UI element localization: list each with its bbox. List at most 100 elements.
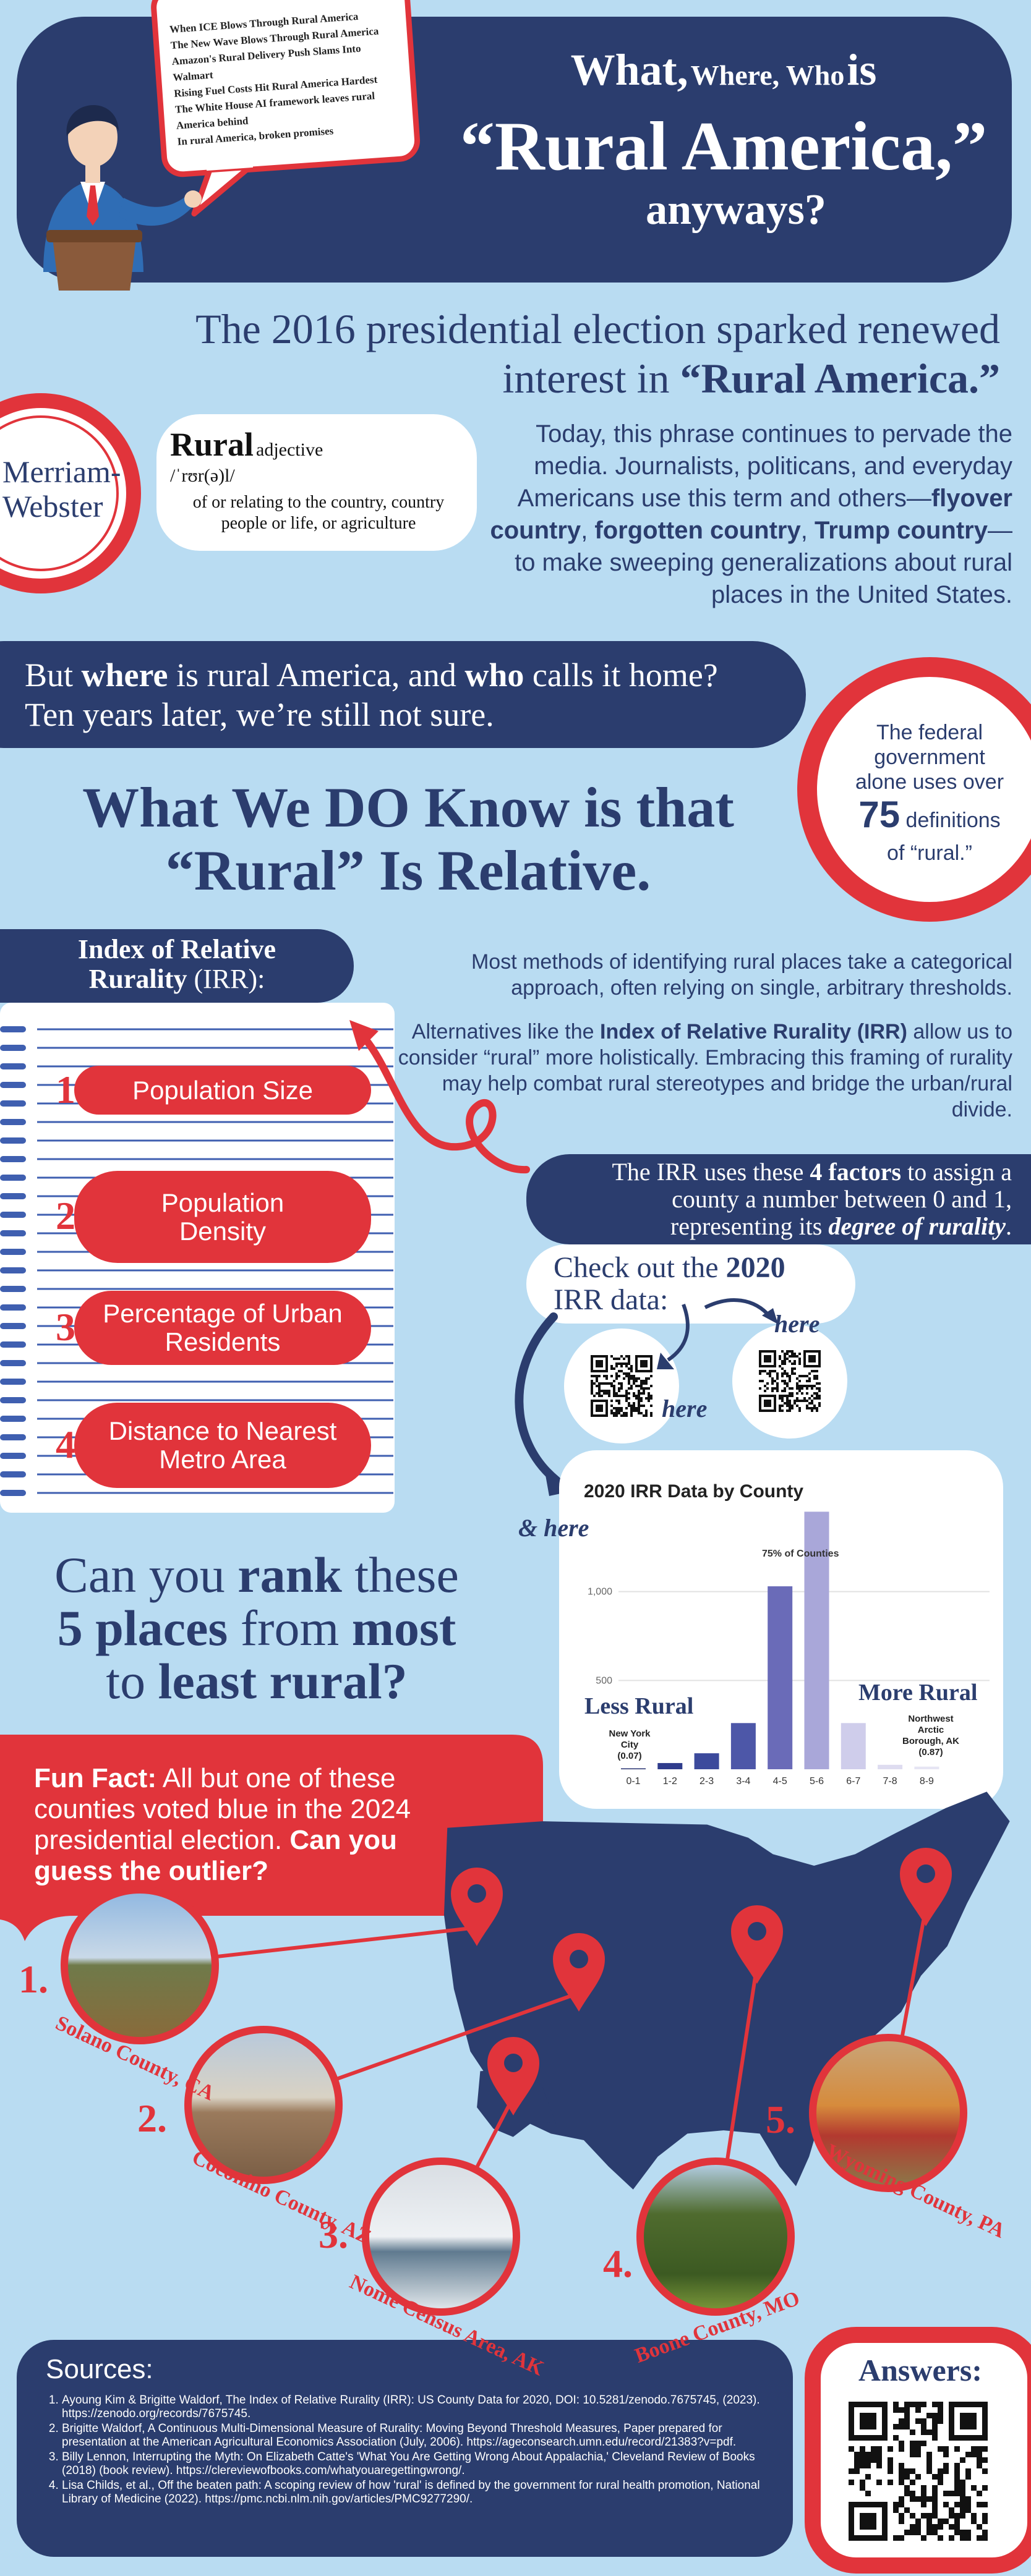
- chart-annotation: 75% of Counties: [762, 1549, 839, 1559]
- place-number: 5.: [766, 2098, 795, 2141]
- text: rank: [237, 1547, 342, 1603]
- place-photo: [636, 2157, 795, 2316]
- text: Ten years later, we’re still not sure.: [25, 696, 494, 733]
- text: (0.07): [617, 1751, 642, 1761]
- x-tick-label: 7-8: [883, 1776, 897, 1787]
- notebook-ring: [0, 1397, 26, 1403]
- dictionary-logo: Merriam- Webster: [2, 454, 121, 524]
- bar: [657, 1762, 683, 1769]
- dictionary-logo-ring: [0, 393, 141, 593]
- map-pin: [451, 1868, 503, 1946]
- text: The federal government alone uses over: [855, 721, 1004, 794]
- sources-list: Ayoung Kim & Brigitte Waldorf, The Index…: [45, 2394, 774, 2507]
- fun-fact: Fun Fact: All but one of these counties …: [34, 1763, 467, 1887]
- text: Check out the: [554, 1251, 726, 1284]
- text: degree of rurality: [828, 1212, 1006, 1240]
- map-pin-hole: [468, 1884, 486, 1903]
- text: City: [620, 1740, 639, 1750]
- headline-list: When ICE Blows Through Rural America The…: [169, 6, 406, 150]
- red-arrow-head: [349, 1020, 379, 1051]
- notebook-ring: [0, 1230, 26, 1236]
- text: “Rural” Is Relative.: [165, 839, 651, 902]
- sources-panel: [17, 2340, 793, 2557]
- text: least rural?: [158, 1653, 408, 1709]
- text: ,: [800, 517, 815, 544]
- text: —to make sweeping generalizations about …: [515, 517, 1012, 608]
- dictionary-logo-inner-ring: [0, 415, 119, 571]
- low-label: Less Rural: [584, 1693, 694, 1719]
- known-heading: What We DO Know is that “Rural” Is Relat…: [19, 776, 798, 902]
- factor-name: Population Density: [161, 1188, 284, 1246]
- bar: [804, 1511, 829, 1769]
- text: ,: [581, 517, 595, 544]
- text: 2020: [725, 1251, 785, 1284]
- irr-definition-pill: [526, 1154, 1031, 1244]
- x-tick-label: 0-1: [626, 1776, 640, 1787]
- x-tick-label: 4-5: [773, 1776, 787, 1787]
- x-tick-label: 5-6: [810, 1776, 824, 1787]
- definition: of or relating to the country, country p…: [192, 493, 445, 533]
- text: 5 places: [57, 1600, 228, 1656]
- link-label: & here: [518, 1514, 589, 1542]
- map-pin-hole: [504, 2054, 523, 2072]
- navy-arrow-head: [657, 1353, 674, 1369]
- intro-heading: The 2016 presidential election sparked r…: [97, 304, 1000, 403]
- place-photo: [362, 2157, 520, 2316]
- bar: [694, 1753, 719, 1769]
- place-number: 1.: [19, 1957, 48, 2001]
- text: Alternatives like the: [411, 1020, 601, 1044]
- text: of “rural.”: [887, 841, 972, 865]
- question-text: But where is rural America, and who call…: [25, 655, 798, 734]
- text: Fun Fact:: [34, 1763, 156, 1793]
- title-word: Where, Who: [690, 59, 845, 91]
- rank-heading: Can you rank these 5 places from most to…: [9, 1549, 504, 1708]
- qr-code: [591, 1355, 652, 1417]
- text: forgotten country: [594, 517, 801, 544]
- bar: [841, 1723, 866, 1769]
- logo-text: Merriam-: [2, 454, 121, 489]
- text: The 2016 presidential election sparked r…: [195, 305, 1000, 402]
- x-tick-label: 2-3: [699, 1776, 714, 1787]
- logo-text: Webster: [2, 489, 103, 524]
- factor-pill: Population Density: [74, 1171, 371, 1263]
- tie: [87, 185, 99, 226]
- notebook-ring: [0, 1137, 26, 1144]
- bar: [730, 1723, 756, 1769]
- title-word: What,: [570, 45, 688, 95]
- notebook-ring: [0, 1416, 26, 1422]
- bar: [878, 1764, 903, 1769]
- text: from: [228, 1600, 352, 1656]
- factor-name: Distance to Nearest Metro Area: [108, 1416, 337, 1474]
- text: But: [25, 657, 82, 694]
- sources-heading: Sources:: [46, 2354, 153, 2384]
- bubble-body: [151, 0, 421, 177]
- notebook-ring: [0, 1249, 26, 1255]
- notebook-ring: [0, 1453, 26, 1459]
- place-photo: [809, 2034, 967, 2192]
- y-tick-label: 1,000: [588, 1587, 612, 1597]
- title-word: is: [847, 45, 877, 95]
- notebook-ring: [0, 1063, 26, 1069]
- notebook-ring: [0, 1082, 26, 1088]
- text: The IRR uses these: [612, 1158, 810, 1186]
- title-main: “Rural America,”: [460, 108, 988, 185]
- source-item: Lisa Childs, et al., Off the beaten path…: [62, 2479, 774, 2506]
- count: 75: [858, 794, 901, 835]
- hand: [184, 190, 202, 208]
- speaker: [43, 105, 202, 291]
- text: who: [464, 657, 524, 694]
- text: calls it home?: [524, 657, 718, 694]
- data-prompt: Check out the 2020 IRR data:: [554, 1252, 838, 1316]
- map-pin: [731, 1905, 783, 1984]
- irr-definition: The IRR uses these 4 factors to assign a…: [544, 1158, 1012, 1240]
- qr-code: [849, 2402, 988, 2541]
- text: Trump country: [814, 517, 988, 544]
- notebook-ring: [0, 1045, 26, 1051]
- navy-arrow: [667, 1303, 690, 1362]
- text: .: [1006, 1212, 1012, 1240]
- us-mainland: [443, 1792, 1010, 2190]
- text: Borough, AK: [902, 1736, 959, 1746]
- notebook-ring: [0, 1100, 26, 1107]
- notebook-ring: [0, 1304, 26, 1311]
